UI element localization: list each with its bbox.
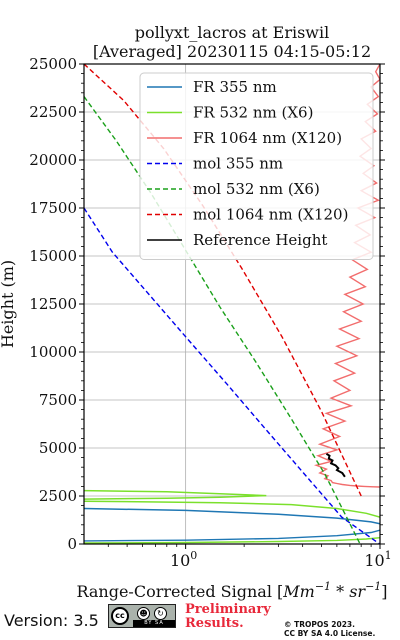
profile-line bbox=[84, 500, 380, 518]
legend-label: FR 1064 nm (X120) bbox=[193, 129, 342, 147]
cc-bar-text: BY SA bbox=[133, 620, 175, 627]
sa-icon: ↻ bbox=[154, 607, 167, 620]
x-axis-label: Range-Corrected Signal [Mm−1 * sr−1] bbox=[76, 580, 387, 601]
x-tick-label: 101 bbox=[364, 549, 391, 570]
x-tick-label: 100 bbox=[170, 549, 197, 570]
series-line bbox=[84, 529, 380, 542]
preliminary-notice: Preliminary Results. bbox=[185, 603, 271, 631]
cc-circle-icon: cc bbox=[111, 607, 129, 625]
y-axis-label: Height (m) bbox=[0, 260, 17, 348]
version-label: Version: 3.5 bbox=[4, 611, 99, 630]
legend-label: FR 355 nm bbox=[193, 78, 277, 96]
y-tick-label: 25000 bbox=[29, 55, 77, 73]
series-line bbox=[325, 452, 346, 478]
cc-license-icon: cc ☻ ↻ BY SA bbox=[108, 604, 176, 628]
y-tick-label: 20000 bbox=[29, 151, 77, 169]
chart-subtitle: [Averaged] 20230115 04:15-05:12 bbox=[93, 42, 371, 61]
y-tick-label: 2500 bbox=[39, 487, 77, 505]
legend-label: FR 532 nm (X6) bbox=[193, 104, 313, 122]
y-tick-label: 5000 bbox=[39, 439, 77, 457]
legend-label: mol 355 nm bbox=[193, 155, 283, 173]
preliminary-line1: Preliminary bbox=[185, 602, 271, 617]
series-line bbox=[84, 207, 380, 544]
y-tick-label: 15000 bbox=[29, 247, 77, 265]
chart-title: pollyxt_lacros at Eriswil bbox=[135, 23, 329, 42]
series-line bbox=[84, 64, 362, 497]
legend-label: mol 1064 nm (X120) bbox=[193, 206, 348, 224]
copyright-notice: © TROPOS 2023. CC BY SA 4.0 License. bbox=[284, 620, 375, 638]
legend-label: mol 532 nm (X6) bbox=[193, 180, 320, 198]
y-tick-label: 10000 bbox=[29, 343, 77, 361]
axis-ticks: 0 2500 5000 7500 10000 12500 15000 17500 20000 22… bbox=[29, 55, 391, 570]
y-tick-label: 12500 bbox=[29, 295, 77, 313]
series-line bbox=[84, 537, 380, 544]
preliminary-line2: Results. bbox=[185, 616, 244, 631]
copyright-line1: © TROPOS 2023. bbox=[284, 620, 355, 629]
legend-label: Reference Height bbox=[193, 231, 327, 249]
legend: FR 355 nm FR 532 nm (X6) FR 1064 nm (X120)… bbox=[139, 72, 374, 260]
y-tick-label: 22500 bbox=[29, 103, 77, 121]
y-tick-label: 0 bbox=[67, 535, 77, 553]
y-tick-label: 17500 bbox=[29, 199, 77, 217]
legend-box bbox=[139, 72, 374, 260]
profile-line bbox=[84, 489, 267, 500]
series-line bbox=[84, 96, 361, 544]
by-icon: ☻ bbox=[137, 607, 150, 620]
y-tick-label: 7500 bbox=[39, 391, 77, 409]
copyright-line2: CC BY SA 4.0 License. bbox=[284, 629, 376, 638]
profile-line bbox=[84, 507, 380, 525]
